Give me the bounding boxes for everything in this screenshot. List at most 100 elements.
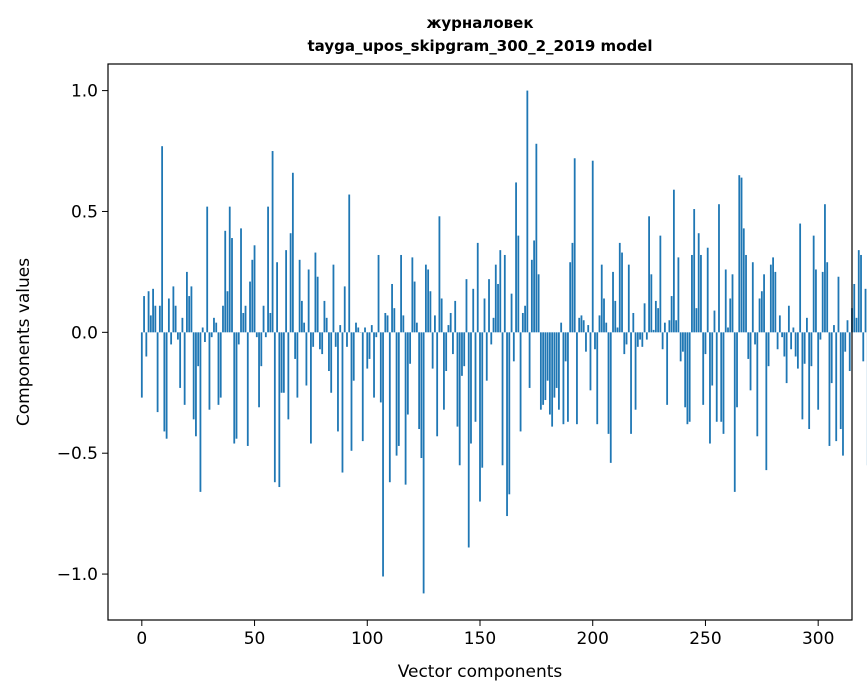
bar-146 (470, 332, 472, 444)
chart-title-line2: tayga_upos_skipgram_300_2_2019 model (308, 37, 653, 55)
bar-254 (713, 310, 716, 333)
bar-296 (808, 332, 811, 430)
bar-252 (709, 332, 711, 444)
bar-33 (215, 322, 218, 333)
bar-298 (812, 235, 815, 333)
bar-212 (618, 242, 621, 333)
bar-113 (395, 332, 398, 456)
bar-203 (598, 315, 601, 333)
x-axis-ticks: 0 50 100 150 200 250 300 (136, 620, 834, 649)
bar-133 (440, 298, 443, 333)
bar-242 (686, 332, 689, 425)
bar-276 (763, 274, 765, 333)
bar-188 (564, 332, 567, 362)
bar-237 (675, 320, 678, 333)
bar-138 (452, 332, 454, 355)
y-tick-label: −0.5 (57, 444, 98, 464)
bar-136 (447, 325, 450, 333)
bar-171 (526, 90, 529, 333)
bar-194 (578, 317, 581, 333)
bar-117 (404, 332, 407, 485)
bar-30 (208, 332, 211, 410)
bar-181 (548, 332, 551, 415)
bar-156 (492, 317, 495, 333)
bar-73 (305, 332, 308, 386)
bar-282 (776, 332, 779, 350)
bar-281 (774, 271, 777, 333)
bar-229 (657, 308, 660, 333)
bar-182 (551, 332, 554, 427)
bar-183 (553, 332, 556, 398)
bar-47 (246, 332, 249, 446)
bar-284 (781, 332, 784, 338)
bar-27 (201, 327, 204, 333)
bar-1 (143, 296, 145, 333)
bar-177 (539, 332, 542, 410)
bar-94 (352, 332, 355, 381)
y-tick-label: 1.0 (71, 82, 98, 102)
bar-52 (258, 332, 260, 408)
bar-307 (833, 325, 835, 333)
bar-291 (796, 332, 799, 369)
bar-70 (298, 259, 301, 333)
bar-17 (179, 332, 182, 388)
y-tick-label: −1.0 (57, 565, 98, 585)
bar-243 (688, 332, 691, 422)
bar-143 (463, 332, 466, 367)
bar-83 (328, 332, 330, 372)
bar-249 (702, 332, 705, 405)
bar-295 (806, 317, 808, 333)
bar-45 (242, 312, 245, 333)
bar-98 (361, 332, 364, 442)
x-tick-label: 200 (577, 629, 609, 649)
bar-285 (783, 332, 786, 357)
bar-42 (235, 332, 238, 439)
bar-6 (154, 305, 157, 333)
bar-157 (494, 264, 497, 333)
bar-158 (497, 283, 499, 333)
bar-84 (330, 332, 333, 393)
bar-145 (467, 332, 470, 548)
bar-69 (296, 332, 299, 398)
bar-271 (751, 262, 754, 333)
bar-247 (697, 233, 700, 333)
bar-2 (145, 332, 148, 357)
bar-19 (183, 332, 186, 405)
bar-213 (621, 252, 623, 333)
bar-96 (357, 327, 360, 333)
bar-9 (161, 146, 164, 333)
bar-275 (760, 291, 763, 333)
bar-178 (542, 332, 545, 405)
bar-215 (625, 332, 628, 345)
bar-13 (170, 332, 173, 345)
bar-191 (571, 242, 574, 333)
bar-149 (476, 242, 479, 333)
bar-88 (339, 325, 342, 333)
bar-119 (409, 332, 412, 364)
bar-263 (733, 332, 736, 492)
bar-76 (312, 332, 315, 347)
bar-250 (704, 332, 707, 355)
bar-196 (582, 320, 585, 333)
bar-20 (186, 271, 188, 333)
y-axis-label: Components values (14, 258, 34, 426)
bar-241 (684, 332, 687, 408)
bar-15 (174, 305, 177, 333)
bar-75 (310, 332, 312, 444)
bar-195 (580, 315, 583, 333)
bar-319 (860, 254, 862, 333)
bar-290 (794, 332, 797, 357)
chart-title-line1: журналовек (426, 14, 533, 32)
bar-32 (213, 317, 215, 333)
x-tick-label: 100 (351, 629, 383, 649)
bar-321 (864, 288, 867, 333)
bar-231 (661, 332, 664, 350)
bar-139 (454, 300, 457, 333)
bar-79 (319, 332, 321, 350)
bar-189 (567, 332, 569, 422)
bar-227 (652, 329, 655, 333)
bar-209 (612, 271, 614, 333)
bar-303 (824, 204, 826, 333)
bar-313 (846, 320, 849, 333)
bar-283 (778, 315, 781, 333)
